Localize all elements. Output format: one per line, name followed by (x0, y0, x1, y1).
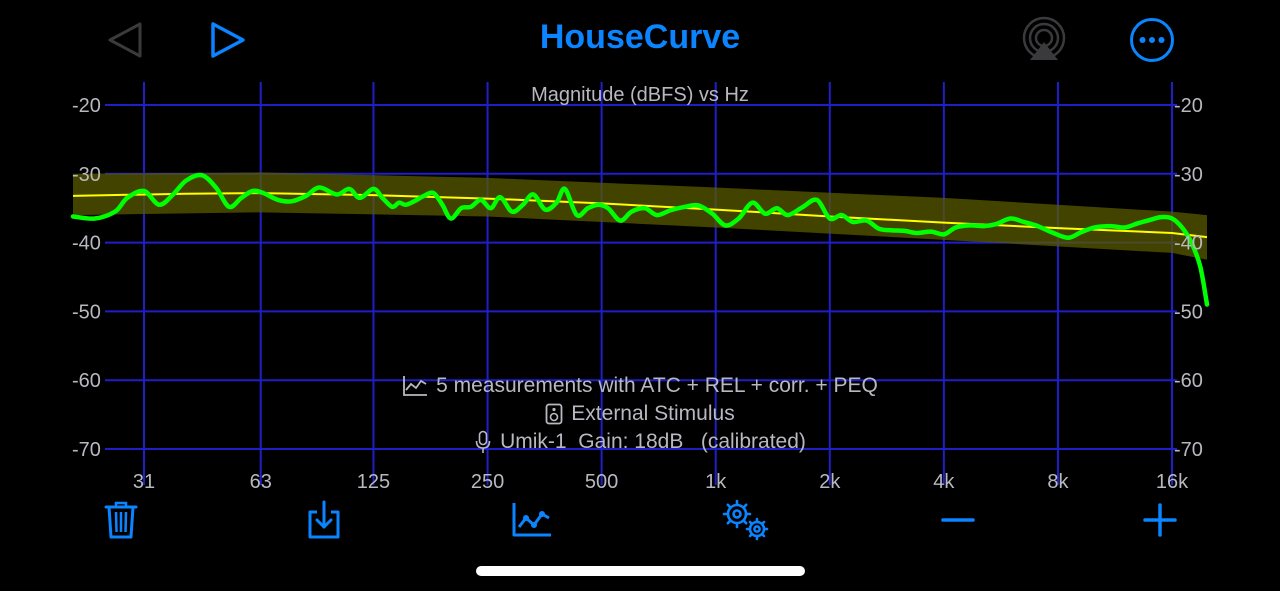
chart-view-button[interactable] (506, 496, 558, 544)
play-triangle-icon (211, 22, 245, 58)
target-tolerance-band (73, 172, 1207, 260)
y-tick-label-right: -20 (1174, 95, 1203, 117)
minus-icon (941, 518, 975, 522)
y-tick-label-left: -70 (72, 439, 101, 461)
x-tick-labels: 31 63 125 250 500 1k 2k 4k 8k 16k (133, 471, 1189, 493)
more-button[interactable] (1126, 16, 1178, 64)
x-tick-label: 63 (250, 471, 272, 493)
measurement-curve (70, 172, 1210, 307)
magnitude-chart[interactable]: -20 -20 -30 -30 -40 -40 -50 -50 -60 -60 -70 -70 31 6… (0, 78, 1280, 496)
x-tick-label: 2k (819, 471, 841, 493)
plus-icon (1143, 503, 1177, 537)
x-tick-label: 16k (1156, 471, 1189, 493)
airplay-icon (1022, 16, 1066, 60)
gears-icon (722, 499, 769, 541)
microphone-icon (475, 430, 491, 453)
x-tick-label: 125 (357, 471, 390, 493)
speaker-icon (545, 403, 563, 425)
settings-button[interactable] (720, 496, 772, 544)
mic-text: Umik-1 Gain: 18dB (calibrated) (500, 430, 806, 453)
trash-icon (104, 501, 138, 539)
mic-info: Umik-1 Gain: 18dB (calibrated) (0, 430, 1280, 454)
y-tick-label-left: -30 (72, 164, 101, 186)
x-tick-label: 4k (933, 471, 955, 493)
y-tick-label-left: -20 (72, 95, 101, 117)
x-tick-label: 8k (1047, 471, 1069, 493)
x-tick-label: 250 (471, 471, 504, 493)
back-button[interactable] (100, 18, 150, 62)
y-tick-label-right: -30 (1174, 164, 1203, 186)
line-chart-icon (512, 503, 551, 537)
measurements-info: 5 measurements with ATC + REL + corr. + … (0, 374, 1280, 398)
export-button[interactable] (298, 496, 350, 544)
y-tick-label-right: -50 (1174, 301, 1203, 323)
measurement-line-layer (70, 172, 1210, 307)
back-triangle-icon (108, 22, 142, 58)
delete-button[interactable] (95, 496, 147, 544)
y-tick-labels: -20 -20 -30 -30 -40 -40 -50 -50 -60 -60 -70 -70 (72, 95, 1203, 461)
play-button[interactable] (202, 18, 252, 62)
zoom-out-button[interactable] (932, 496, 984, 544)
y-tick-label-right: -70 (1174, 439, 1203, 461)
more-ellipsis-icon (1130, 18, 1174, 62)
target-band-layer (73, 172, 1207, 260)
y-tick-label-left: -50 (72, 301, 101, 323)
download-tray-icon (308, 500, 340, 539)
stimulus-info: External Stimulus (0, 402, 1280, 426)
y-tick-label-left: -60 (72, 370, 101, 392)
chart-summary-icon (403, 376, 428, 396)
x-tick-label: 1k (705, 471, 727, 493)
y-tick-label-right: -60 (1174, 370, 1203, 392)
airplay-button[interactable] (1018, 16, 1070, 64)
y-tick-label-right: -40 (1174, 233, 1203, 255)
app-title: HouseCurve (539, 18, 741, 56)
home-indicator[interactable] (476, 566, 805, 576)
zoom-in-button[interactable] (1134, 496, 1186, 544)
y-tick-label-left: -40 (72, 233, 101, 255)
x-tick-label: 31 (133, 471, 155, 493)
measurements-text: 5 measurements with ATC + REL + corr. + … (436, 374, 878, 397)
x-tick-label: 500 (585, 471, 618, 493)
chart-title: Magnitude (dBFS) vs Hz (531, 84, 749, 106)
stimulus-text: External Stimulus (571, 402, 735, 425)
